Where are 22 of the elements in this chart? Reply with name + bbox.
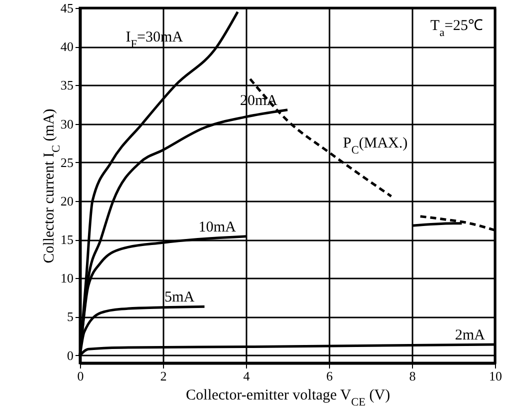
- y-tick-label: 40: [60, 39, 74, 54]
- y-tick-label: 5: [67, 309, 74, 324]
- x-tick-label: 2: [160, 368, 167, 384]
- y-tick-label: 0: [67, 348, 74, 363]
- x-axis-title: Collector-emitter voltage V$_{CE}$ (V): [186, 388, 390, 408]
- y-tick-label: 45: [60, 0, 74, 16]
- y-tick-label: 30: [60, 116, 74, 132]
- annotation: T$_{a}$=25℃: [430, 18, 483, 39]
- series-label: 2mA: [455, 327, 486, 344]
- series-label: P$_{C}$(MAX.): [343, 135, 408, 156]
- y-tick-label: 25: [60, 154, 74, 170]
- x-tick-label: 4: [243, 368, 250, 384]
- y-tick-label: 15: [60, 232, 74, 248]
- x-tick-label: 10: [489, 368, 502, 384]
- x-tick-label: 8: [409, 368, 416, 384]
- x-tick-label: 6: [326, 368, 334, 384]
- y-tick-label: 10: [60, 270, 74, 286]
- series-label: 10mA: [198, 219, 236, 236]
- series-label: 5mA: [164, 290, 195, 306]
- y-tick-label: 35: [60, 78, 74, 93]
- y-tick-label: 20: [60, 193, 74, 208]
- x-tick-label: 0: [77, 368, 84, 384]
